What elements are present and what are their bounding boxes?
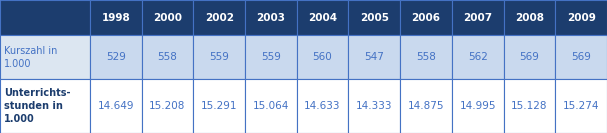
Text: 14.995: 14.995: [459, 101, 496, 111]
Bar: [193, 79, 245, 133]
Bar: [504, 0, 555, 35]
Bar: [297, 79, 348, 133]
Bar: [504, 79, 555, 133]
Text: 15.064: 15.064: [253, 101, 289, 111]
Text: 14.633: 14.633: [304, 101, 341, 111]
Bar: [193, 35, 245, 79]
Bar: [245, 0, 297, 35]
Bar: [555, 79, 607, 133]
Bar: [90, 35, 141, 79]
Text: 547: 547: [364, 52, 384, 62]
Text: 14.649: 14.649: [98, 101, 134, 111]
Bar: [90, 79, 141, 133]
Text: 15.291: 15.291: [201, 101, 237, 111]
Bar: [245, 79, 297, 133]
Text: 529: 529: [106, 52, 126, 62]
Text: 2002: 2002: [205, 13, 234, 23]
Bar: [141, 35, 193, 79]
Text: 14.333: 14.333: [356, 101, 393, 111]
Bar: [452, 35, 504, 79]
Text: 559: 559: [209, 52, 229, 62]
Bar: [348, 35, 400, 79]
Text: 569: 569: [520, 52, 540, 62]
Text: 558: 558: [416, 52, 436, 62]
Text: 15.274: 15.274: [563, 101, 599, 111]
Bar: [90, 0, 141, 35]
Bar: [141, 79, 193, 133]
Text: 2004: 2004: [308, 13, 337, 23]
Bar: [0, 35, 90, 79]
Text: 15.128: 15.128: [511, 101, 548, 111]
Bar: [452, 79, 504, 133]
Bar: [141, 0, 193, 35]
Text: 562: 562: [468, 52, 487, 62]
Text: Unterrichts-
stunden in
1.000: Unterrichts- stunden in 1.000: [4, 88, 70, 124]
Bar: [555, 35, 607, 79]
Bar: [0, 79, 90, 133]
Bar: [297, 35, 348, 79]
Text: 2006: 2006: [412, 13, 441, 23]
Text: 559: 559: [261, 52, 281, 62]
Text: 2009: 2009: [567, 13, 595, 23]
Bar: [452, 0, 504, 35]
Bar: [297, 0, 348, 35]
Bar: [400, 35, 452, 79]
Bar: [348, 79, 400, 133]
Bar: [348, 0, 400, 35]
Bar: [504, 35, 555, 79]
Text: 2008: 2008: [515, 13, 544, 23]
Bar: [555, 0, 607, 35]
Text: 15.208: 15.208: [149, 101, 186, 111]
Text: 2005: 2005: [360, 13, 388, 23]
Bar: [400, 79, 452, 133]
Bar: [0, 0, 90, 35]
Bar: [245, 35, 297, 79]
Text: 2007: 2007: [463, 13, 492, 23]
Bar: [400, 0, 452, 35]
Text: 569: 569: [571, 52, 591, 62]
Text: 1998: 1998: [101, 13, 130, 23]
Text: 558: 558: [157, 52, 177, 62]
Text: Kurszahl in
1.000: Kurszahl in 1.000: [4, 46, 57, 69]
Text: 2003: 2003: [256, 13, 285, 23]
Text: 14.875: 14.875: [408, 101, 444, 111]
Bar: [193, 0, 245, 35]
Text: 2000: 2000: [153, 13, 182, 23]
Text: 560: 560: [313, 52, 333, 62]
